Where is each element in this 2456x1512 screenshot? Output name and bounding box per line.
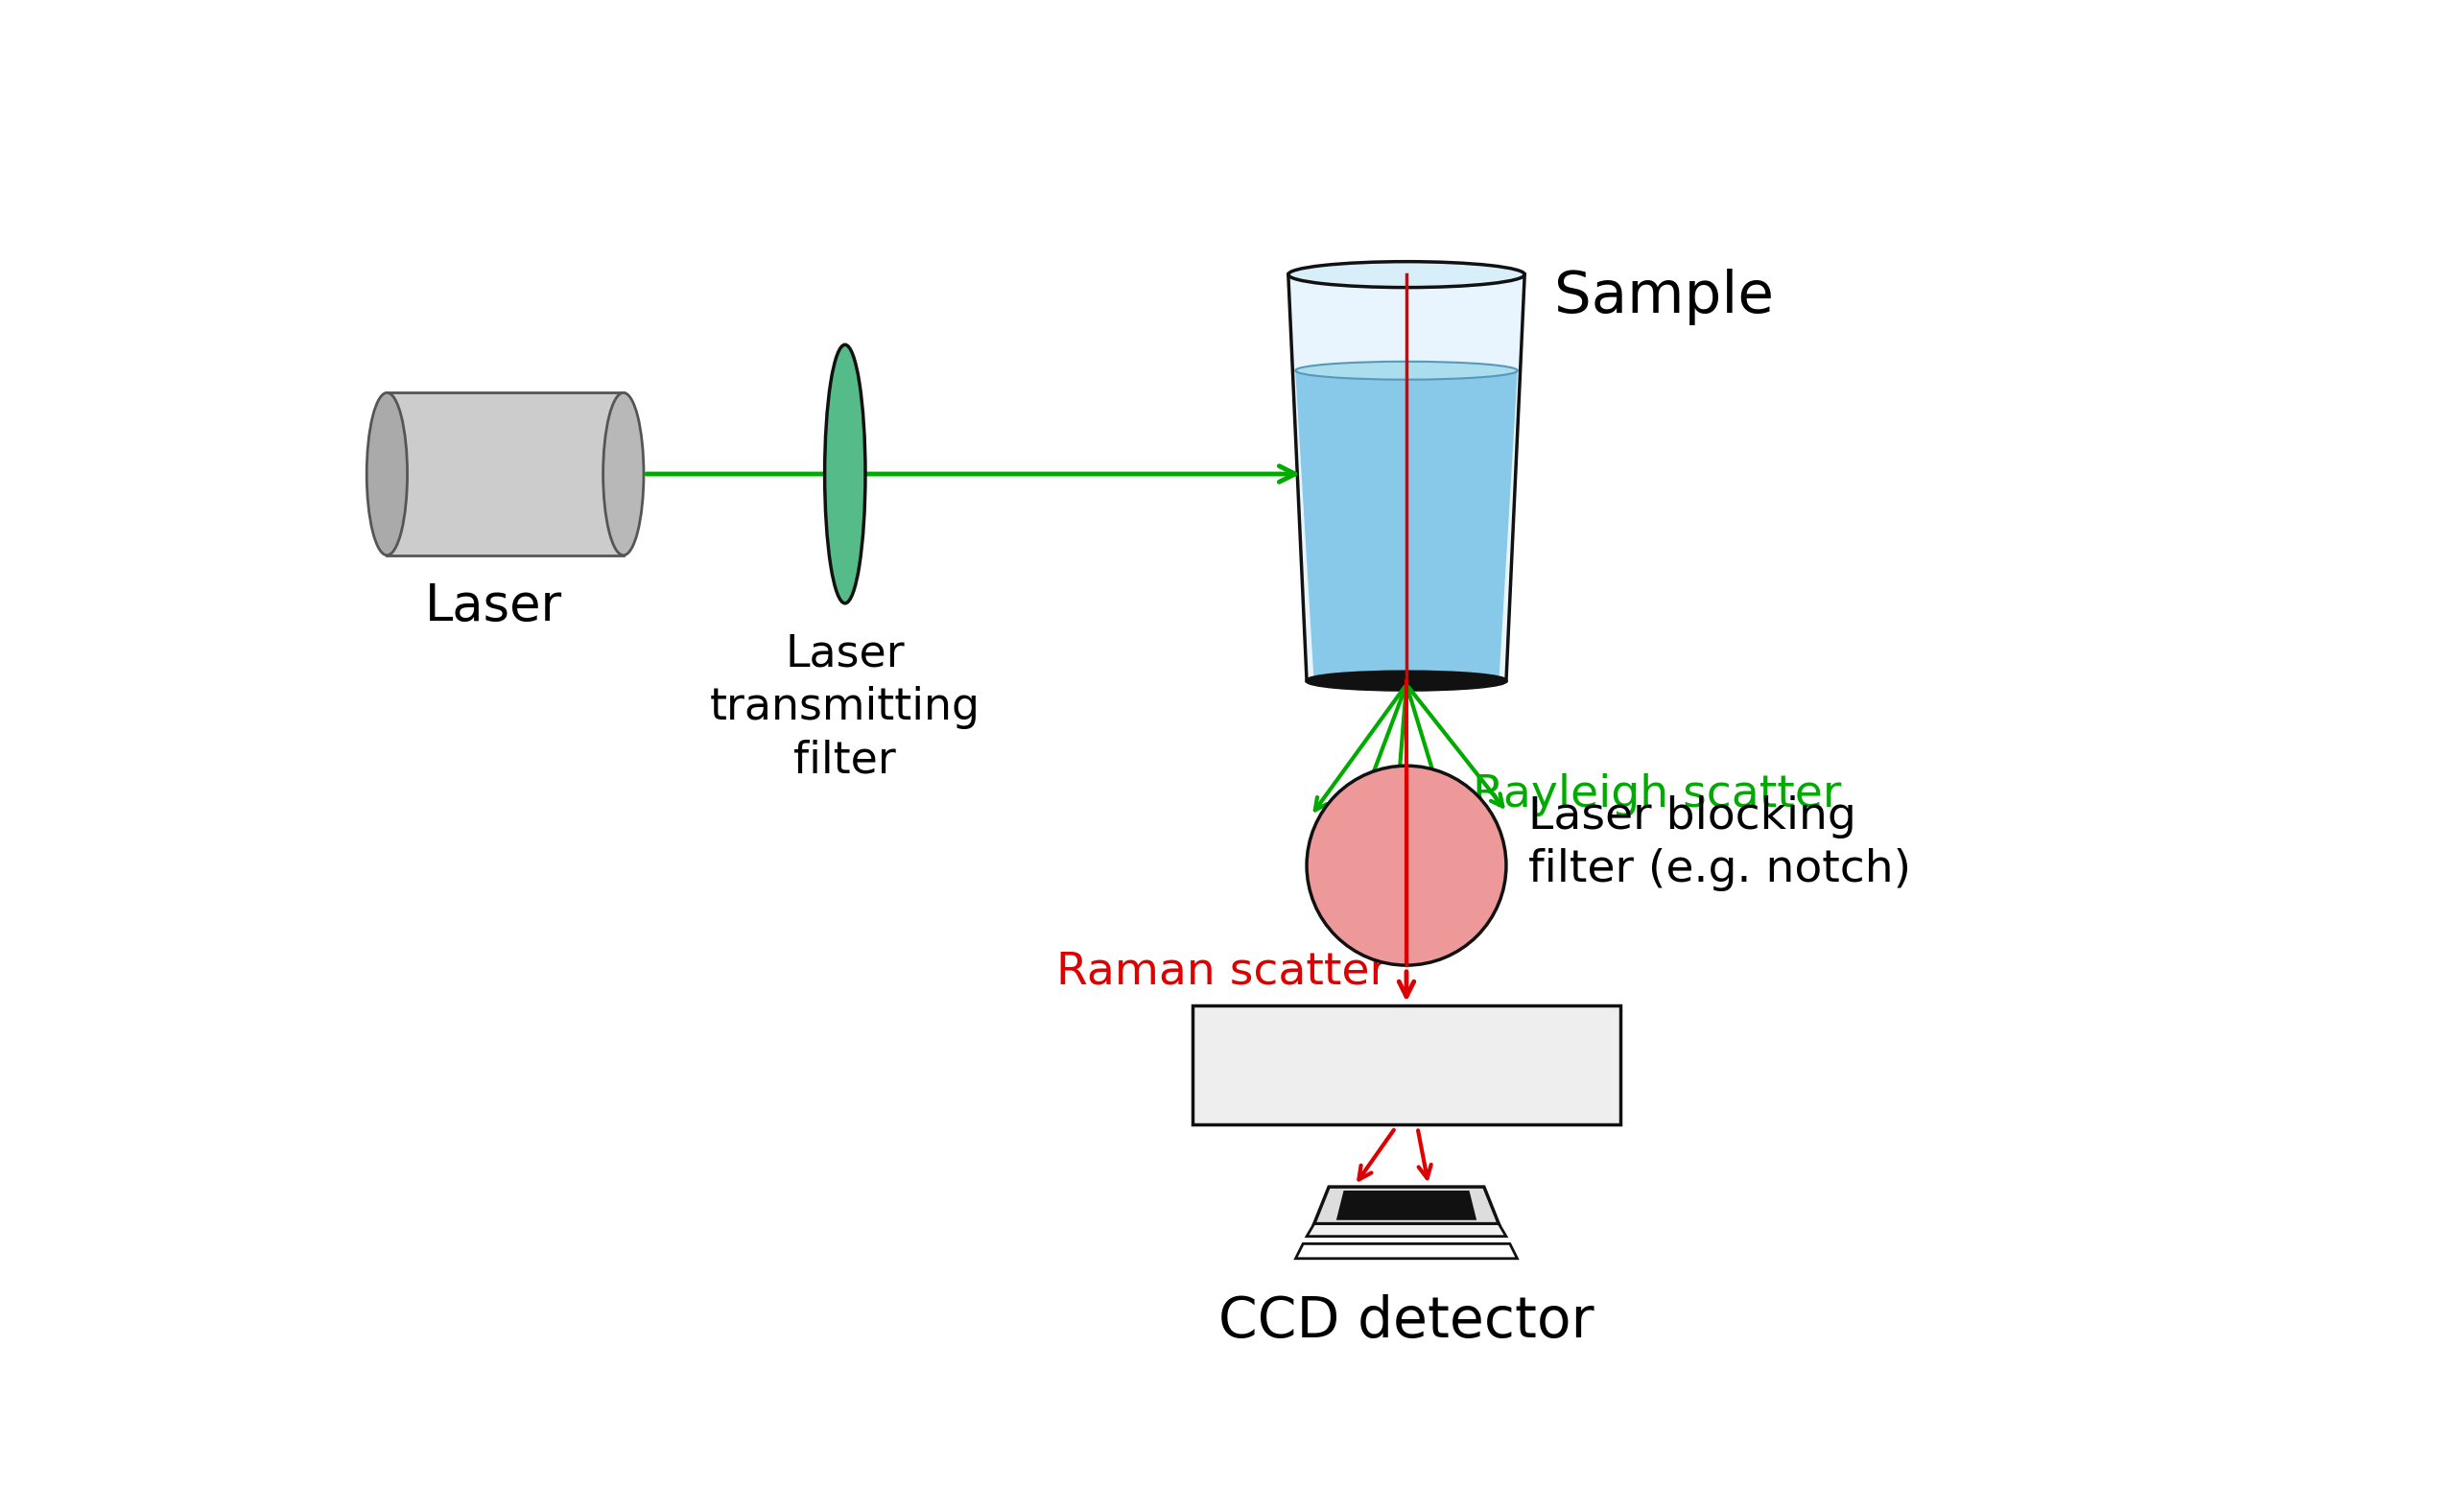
Text: Raman scatter: Raman scatter xyxy=(1056,951,1388,993)
Ellipse shape xyxy=(1289,262,1525,287)
Ellipse shape xyxy=(1294,361,1518,380)
Polygon shape xyxy=(1289,275,1525,680)
Polygon shape xyxy=(1307,1223,1506,1237)
Text: Laser: Laser xyxy=(425,581,562,631)
Text: Laser
transmitting
filter: Laser transmitting filter xyxy=(710,634,980,783)
Ellipse shape xyxy=(825,345,865,603)
Text: Laser blocking
filter (e.g. notch): Laser blocking filter (e.g. notch) xyxy=(1528,795,1911,892)
FancyBboxPatch shape xyxy=(388,393,624,555)
Text: CCD detector: CCD detector xyxy=(1218,1294,1594,1349)
Text: Sample: Sample xyxy=(1555,269,1773,325)
Text: Rayleigh scatter: Rayleigh scatter xyxy=(1474,774,1842,816)
Ellipse shape xyxy=(1307,765,1506,965)
Polygon shape xyxy=(1294,370,1518,677)
Polygon shape xyxy=(1336,1190,1476,1220)
Polygon shape xyxy=(1297,1244,1518,1258)
Ellipse shape xyxy=(366,393,408,555)
Polygon shape xyxy=(1314,1187,1498,1223)
FancyBboxPatch shape xyxy=(1191,1005,1621,1123)
Ellipse shape xyxy=(604,393,643,555)
Ellipse shape xyxy=(1307,671,1506,689)
Text: Polychromator: Polychromator xyxy=(1223,1040,1589,1090)
